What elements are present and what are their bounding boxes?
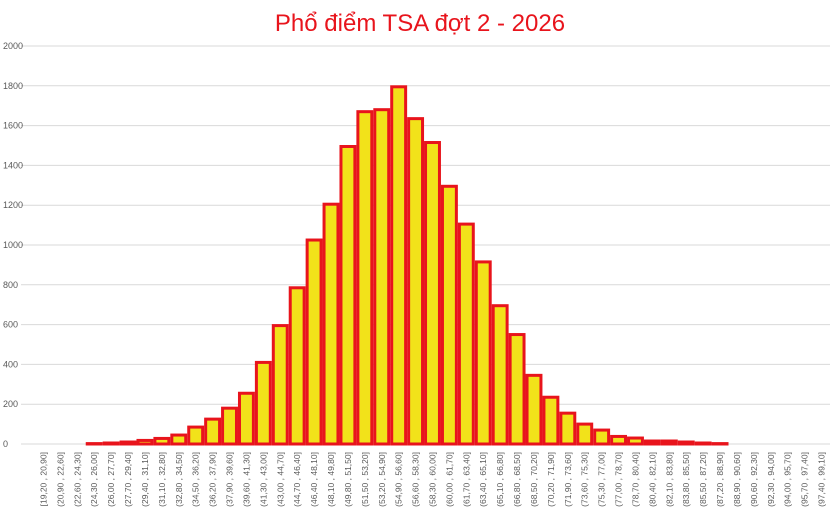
bar: [474, 260, 492, 446]
bar: [593, 428, 611, 446]
x-tick-label: (82,10 , 83,80]: [664, 452, 674, 507]
x-tick-label: (24,30 , 26,00]: [89, 452, 99, 507]
x-tick-label: (97,40 , 99,10]: [817, 452, 827, 507]
x-tick-label: (65,10 , 66,80]: [495, 452, 505, 507]
bar: [204, 417, 222, 446]
bar: [136, 438, 154, 446]
bar: [339, 144, 357, 446]
bar: [559, 411, 577, 446]
bar: [390, 85, 408, 446]
x-tick-label: (37,90 , 39,60]: [225, 452, 235, 507]
x-tick-label: (56,60 , 58,30]: [411, 452, 421, 507]
bar: [254, 360, 272, 446]
chart-title: Phổ điểm TSA đợt 2 - 2026: [275, 10, 565, 37]
bars: [85, 85, 729, 446]
x-tick-label: (32,80 , 34,50]: [174, 452, 184, 507]
bar: [694, 441, 712, 446]
x-tick-label: (92,30 , 94,00]: [766, 452, 776, 507]
x-tick-label: (34,50 , 36,20]: [191, 452, 201, 507]
x-tick-label: (48,10 , 49,80]: [326, 452, 336, 507]
x-tick-label: (68,50 , 70,20]: [529, 452, 539, 507]
bar: [576, 422, 594, 446]
x-tick-label: (31,10 , 32,80]: [157, 452, 167, 507]
y-axis-ticks: 0 200 400 600 800 1000 1200 1400 1600 1800 2000: [3, 41, 23, 449]
x-tick-label: (36,20 , 37,90]: [208, 452, 218, 507]
x-tick-label: (20,90 , 22,60]: [55, 452, 65, 507]
x-tick-label: (85,50 , 87,20]: [698, 452, 708, 507]
x-tick-label: (46,40 , 48,10]: [309, 452, 319, 507]
bar: [525, 373, 543, 446]
x-tick-label: (60,00 , 61,70]: [444, 452, 454, 507]
x-tick-label: (61,70 , 63,40]: [461, 452, 471, 507]
x-tick-label: (87,20 , 88,90]: [715, 452, 725, 507]
bar: [660, 439, 678, 446]
bar: [170, 433, 188, 446]
x-tick-label: (95,70 , 97,40]: [800, 452, 810, 507]
bar: [610, 434, 628, 446]
y-tick-label: 1800: [3, 81, 23, 91]
x-tick-label: (39,60 , 41,30]: [241, 452, 251, 507]
y-tick-label: 1400: [3, 160, 23, 170]
bar: [373, 108, 391, 446]
bar: [491, 304, 509, 446]
x-tick-label: (26,00 , 27,70]: [106, 452, 116, 507]
bar: [643, 439, 661, 446]
x-tick-label: (90,60 , 92,30]: [749, 452, 759, 507]
bar: [271, 324, 289, 446]
bar: [237, 391, 255, 446]
bar: [677, 440, 695, 446]
x-tick-label: (41,30 , 43,00]: [258, 452, 268, 507]
bar: [457, 222, 475, 446]
x-tick-label: (66,80 , 68,50]: [512, 452, 522, 507]
y-tick-label: 1600: [3, 121, 23, 131]
bar: [288, 286, 306, 446]
bar: [305, 238, 323, 446]
x-tick-label: (78,70 , 80,40]: [630, 452, 640, 507]
x-tick-label: (83,80 , 85,50]: [681, 452, 691, 507]
bar: [508, 333, 526, 446]
y-tick-label: 800: [3, 280, 18, 290]
bar: [221, 406, 238, 446]
x-tick-label: (80,40 , 82,10]: [647, 452, 657, 507]
bar: [187, 425, 205, 446]
y-tick-label: 0: [3, 439, 8, 449]
bar: [627, 436, 644, 446]
x-tick-label: (43,00 , 44,70]: [275, 452, 285, 507]
y-tick-label: 600: [3, 320, 18, 330]
bar: [424, 141, 441, 446]
x-tick-label: (54,90 , 56,60]: [394, 452, 404, 507]
x-tick-label: (73,60 , 75,30]: [580, 452, 590, 507]
y-tick-label: 400: [3, 359, 18, 369]
x-tick-label: (51,50 , 53,20]: [360, 452, 370, 507]
x-axis-ticks: [19,20 , 20,90] (20,90 , 22,60] (22,60 , 2…: [38, 452, 826, 507]
x-tick-label: (75,30 , 77,00]: [597, 452, 607, 507]
bar: [440, 184, 458, 446]
x-tick-label: [19,20 , 20,90]: [38, 452, 48, 506]
x-tick-label: (94,00 , 95,70]: [783, 452, 793, 507]
bar: [407, 117, 425, 446]
bar: [322, 202, 340, 446]
y-tick-label: 2000: [3, 41, 23, 51]
x-tick-label: (88,90 , 90,60]: [732, 452, 742, 507]
x-tick-label: (63,40 , 65,10]: [478, 452, 488, 507]
x-tick-label: (49,80 , 51,50]: [343, 452, 353, 507]
x-tick-label: (53,20 , 54,90]: [377, 452, 387, 507]
y-tick-label: 200: [3, 399, 18, 409]
x-tick-label: (77,00 , 78,70]: [614, 452, 624, 507]
y-tick-label: 1000: [3, 240, 23, 250]
x-tick-label: (70,20 , 71,90]: [546, 452, 556, 507]
x-tick-label: (29,40 , 31,10]: [140, 452, 150, 507]
x-tick-label: (44,70 , 46,40]: [292, 452, 302, 507]
x-tick-label: (58,30 , 60,00]: [428, 452, 438, 507]
x-tick-label: (71,90 , 73,60]: [563, 452, 573, 507]
x-tick-label: (22,60 , 24,30]: [72, 452, 82, 507]
y-tick-label: 1200: [3, 200, 23, 210]
bar: [102, 441, 120, 446]
x-tick-label: (27,70 , 29,40]: [123, 452, 133, 507]
bar: [542, 395, 560, 446]
bar: [356, 110, 374, 446]
bar: [153, 436, 171, 446]
bar: [119, 440, 137, 446]
